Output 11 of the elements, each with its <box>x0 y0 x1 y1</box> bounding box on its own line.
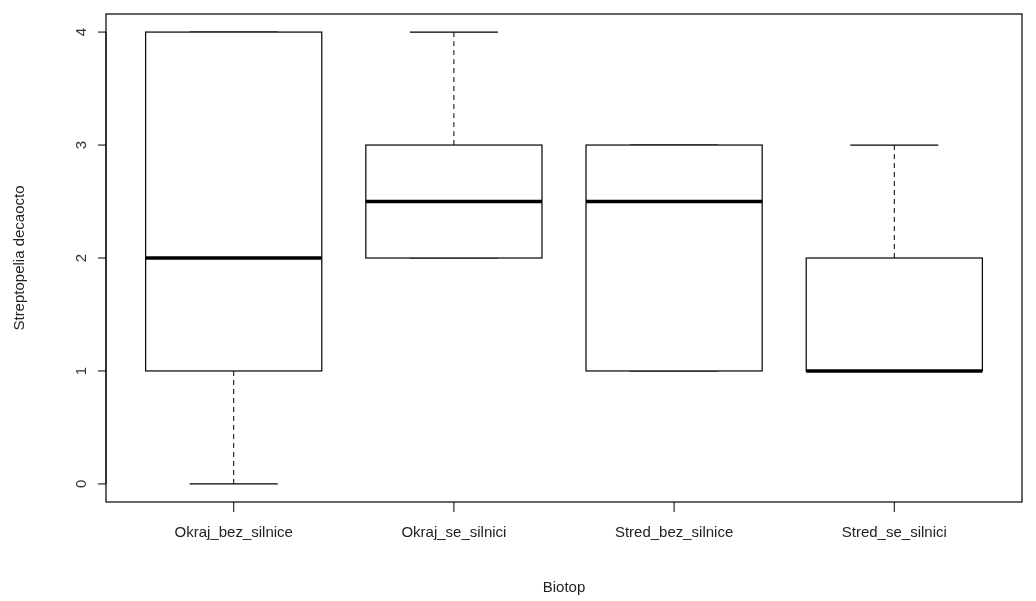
x-axis-title: Biotop <box>542 578 586 595</box>
y-tick-label: 1 <box>72 366 89 376</box>
x-tick-label: Okraj_se_silnici <box>401 523 507 540</box>
y-tick-label: 3 <box>72 140 89 150</box>
y-tick-label: 4 <box>72 27 89 37</box>
y-tick-label: 0 <box>72 479 89 489</box>
x-tick-label: Stred_bez_silnice <box>614 523 734 540</box>
x-tick-label: Okraj_bez_silnice <box>174 523 293 540</box>
y-tick-label: 2 <box>72 253 89 263</box>
x-tick-label: Stred_se_silnici <box>841 523 947 540</box>
y-axis-title: Streptopelia decaocto <box>10 185 27 331</box>
